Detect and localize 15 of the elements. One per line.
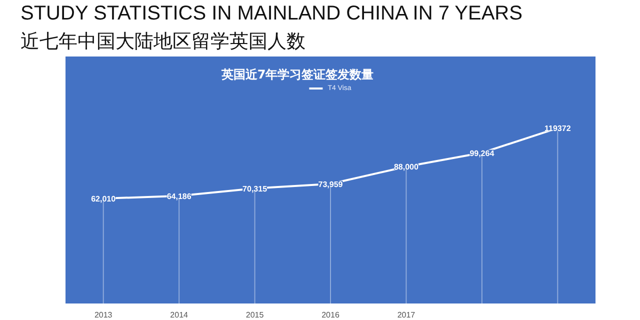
- data-label: 119372: [544, 124, 572, 134]
- x-tick-label: 2013: [94, 310, 113, 320]
- chart-title: STUDY STATISTICS IN MAINLAND CHINA IN 7 YEARS: [20, 2, 522, 24]
- data-label: 88,000: [394, 162, 419, 172]
- chart-subtitle: 近七年中国大陆地区留学英国人数: [20, 30, 306, 52]
- data-label: 64,186: [166, 192, 192, 201]
- x-tick-label: 2017: [397, 310, 416, 320]
- x-tick-label: 2016: [322, 310, 340, 320]
- data-label: 62,010: [91, 194, 116, 204]
- data-label: 73,959: [318, 180, 344, 189]
- data-label: 70,315: [242, 184, 268, 194]
- x-tick-label: 2014: [170, 310, 189, 320]
- data-label: 99,264: [470, 148, 495, 158]
- annotation: 英国近7年学习签证签发数量: [220, 68, 374, 82]
- x-tick-label: 2015: [246, 310, 264, 320]
